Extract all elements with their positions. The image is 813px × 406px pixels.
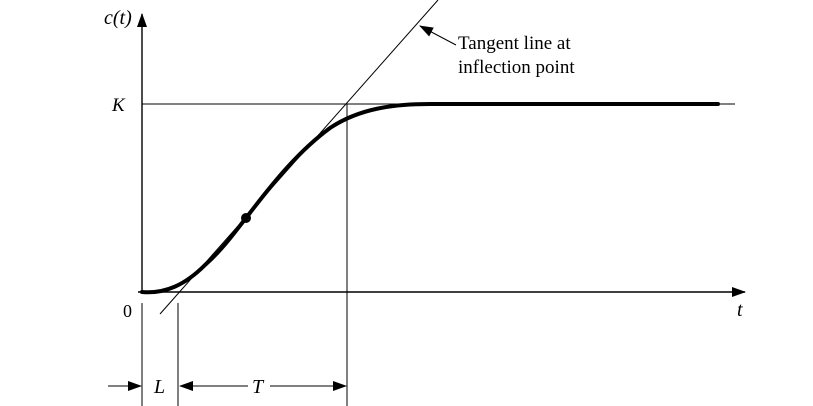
annotation-line-2: inflection point <box>458 57 575 78</box>
y-axis-label: c(t) <box>104 7 132 29</box>
delay-label: L <box>153 376 165 398</box>
annotation-line-1: Tangent line at <box>458 33 571 54</box>
steady-state-label: K <box>111 95 126 116</box>
origin-label: 0 <box>123 301 132 321</box>
annotation-arrow <box>419 25 457 46</box>
x-axis-label: t <box>737 299 743 321</box>
time-constant-label: T <box>252 376 265 398</box>
inflection-point <box>241 213 251 223</box>
response-curve <box>140 102 720 295</box>
